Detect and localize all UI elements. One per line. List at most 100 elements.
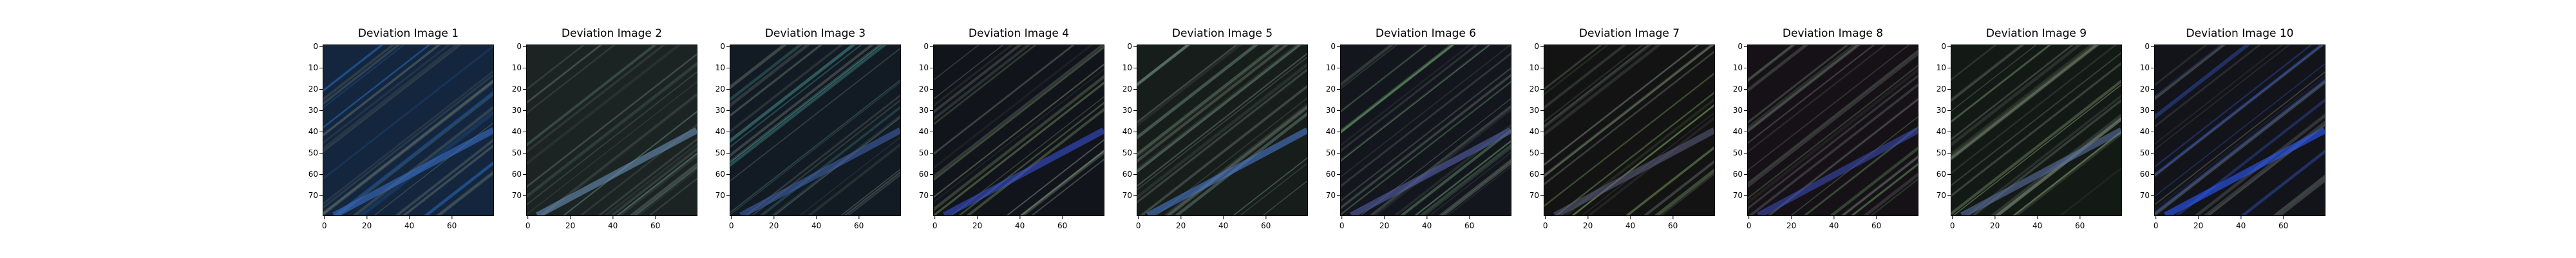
y-tick-label: 50 <box>917 149 933 157</box>
deviation-image <box>1747 45 1918 216</box>
x-tick-label: 60 <box>1464 216 1475 230</box>
y-tick-label: 10 <box>1121 64 1137 72</box>
x-tick-label: 60 <box>1871 216 1882 230</box>
y-tick-label: 0 <box>1528 43 1544 50</box>
x-tick-label: 60 <box>1261 216 1271 230</box>
y-tick-label: 10 <box>2138 64 2154 72</box>
y-tick-label: 0 <box>2138 43 2154 50</box>
deviation-image <box>1340 45 1511 216</box>
panel-title: Deviation Image 9 <box>1985 27 2087 40</box>
y-tick-label: 60 <box>714 170 730 178</box>
y-tick-label: 20 <box>1121 85 1137 93</box>
y-tick-label: 40 <box>1528 128 1544 135</box>
y-tick-label: 20 <box>307 85 323 93</box>
y-tick-label: 20 <box>510 85 526 93</box>
x-tick-label: 0 <box>1135 216 1141 230</box>
y-tick-label: 20 <box>1324 85 1340 93</box>
y-tick-label: 10 <box>714 64 730 72</box>
y-tick-label: 50 <box>307 149 323 157</box>
y-tick-label: 10 <box>1528 64 1544 72</box>
x-tick-label: 40 <box>2032 216 2043 230</box>
y-tick-label: 40 <box>2138 128 2154 135</box>
y-tick-label: 50 <box>1731 149 1747 157</box>
deviation-image <box>933 45 1104 216</box>
y-tick-label: 30 <box>1935 106 1951 114</box>
y-tick-label: 30 <box>917 106 933 114</box>
y-tick-label: 70 <box>1935 192 1951 199</box>
y-tick-label: 60 <box>510 170 526 178</box>
y-tick-label: 40 <box>1324 128 1340 135</box>
panel-title: Deviation Image 8 <box>1782 27 1884 40</box>
y-tick-label: 20 <box>1935 85 1951 93</box>
deviation-panel-9: Deviation Image 9 0 10 20 30 40 50 60 70 0 20 40 60 <box>1937 0 2157 258</box>
y-tick-label: 0 <box>510 43 526 50</box>
y-tick-label: 50 <box>510 149 526 157</box>
y-tick-label: 50 <box>2138 149 2154 157</box>
y-tick-label: 20 <box>917 85 933 93</box>
deviation-panel-1: Deviation Image 1 0 10 20 30 40 50 60 70 0 20 40 60 <box>308 0 529 258</box>
deviation-image <box>1137 45 1308 216</box>
x-tick-label: 0 <box>525 216 531 230</box>
y-tick-label: 0 <box>1935 43 1951 50</box>
y-tick-label: 0 <box>1121 43 1137 50</box>
y-tick-label: 30 <box>1731 106 1747 114</box>
deviation-panel-5: Deviation Image 5 0 10 20 30 40 50 60 70 0 20 40 60 <box>1122 0 1343 258</box>
y-tick-label: 70 <box>2138 192 2154 199</box>
x-tick-label: 20 <box>1176 216 1186 230</box>
x-tick-label: 20 <box>1990 216 2000 230</box>
y-tick-label: 60 <box>1324 170 1340 178</box>
y-tick-label: 0 <box>714 43 730 50</box>
y-tick-label: 0 <box>1731 43 1747 50</box>
y-tick-label: 10 <box>1731 64 1747 72</box>
panel-title: Deviation Image 3 <box>764 27 866 40</box>
x-tick-label: 0 <box>2153 216 2159 230</box>
x-tick-label: 60 <box>2278 216 2289 230</box>
y-tick-label: 70 <box>714 192 730 199</box>
panel-title: Deviation Image 4 <box>968 27 1070 40</box>
x-tick-label: 40 <box>608 216 618 230</box>
y-tick-label: 40 <box>917 128 933 135</box>
y-tick-label: 70 <box>1324 192 1340 199</box>
deviation-panel-3: Deviation Image 3 0 10 20 30 40 50 60 70 0 20 40 60 <box>715 0 936 258</box>
y-tick-label: 50 <box>1121 149 1137 157</box>
y-tick-label: 30 <box>307 106 323 114</box>
x-tick-label: 40 <box>811 216 822 230</box>
deviation-image <box>323 45 494 216</box>
x-tick-label: 40 <box>2236 216 2246 230</box>
y-tick-label: 20 <box>1528 85 1544 93</box>
x-tick-label: 0 <box>321 216 327 230</box>
deviation-panel-10: Deviation Image 10 0 10 20 30 40 50 60 70 0 20 40 60 <box>2140 0 2361 258</box>
y-tick-label: 70 <box>1121 192 1137 199</box>
y-tick-label: 30 <box>1324 106 1340 114</box>
deviation-panel-8: Deviation Image 8 0 10 20 30 40 50 60 70 0 20 40 60 <box>1733 0 1954 258</box>
x-tick-label: 20 <box>1786 216 1797 230</box>
y-tick-label: 70 <box>1731 192 1747 199</box>
y-tick-label: 60 <box>2138 170 2154 178</box>
x-tick-label: 0 <box>1542 216 1548 230</box>
panel-title: Deviation Image 5 <box>1171 27 1273 40</box>
y-tick-label: 10 <box>1935 64 1951 72</box>
y-tick-label: 0 <box>307 43 323 50</box>
y-tick-label: 50 <box>1528 149 1544 157</box>
x-tick-label: 60 <box>1057 216 1068 230</box>
y-tick-label: 50 <box>1324 149 1340 157</box>
y-tick-label: 40 <box>510 128 526 135</box>
x-tick-label: 60 <box>854 216 864 230</box>
deviation-image <box>2154 45 2325 216</box>
deviation-image <box>1951 45 2122 216</box>
x-tick-label: 60 <box>447 216 457 230</box>
deviation-image <box>1544 45 1715 216</box>
x-tick-label: 40 <box>1015 216 1025 230</box>
x-tick-label: 20 <box>362 216 372 230</box>
x-tick-label: 60 <box>1668 216 1678 230</box>
y-tick-label: 40 <box>307 128 323 135</box>
y-tick-label: 40 <box>714 128 730 135</box>
y-tick-label: 60 <box>917 170 933 178</box>
panel-title: Deviation Image 6 <box>1375 27 1477 40</box>
x-tick-label: 40 <box>1625 216 1636 230</box>
y-tick-label: 40 <box>1121 128 1137 135</box>
deviation-panel-4: Deviation Image 4 0 10 20 30 40 50 60 70 0 20 40 60 <box>919 0 1140 258</box>
panel-title: Deviation Image 2 <box>561 27 663 40</box>
deviation-panel-7: Deviation Image 7 0 10 20 30 40 50 60 70 0 20 40 60 <box>1530 0 1750 258</box>
y-tick-label: 0 <box>1324 43 1340 50</box>
